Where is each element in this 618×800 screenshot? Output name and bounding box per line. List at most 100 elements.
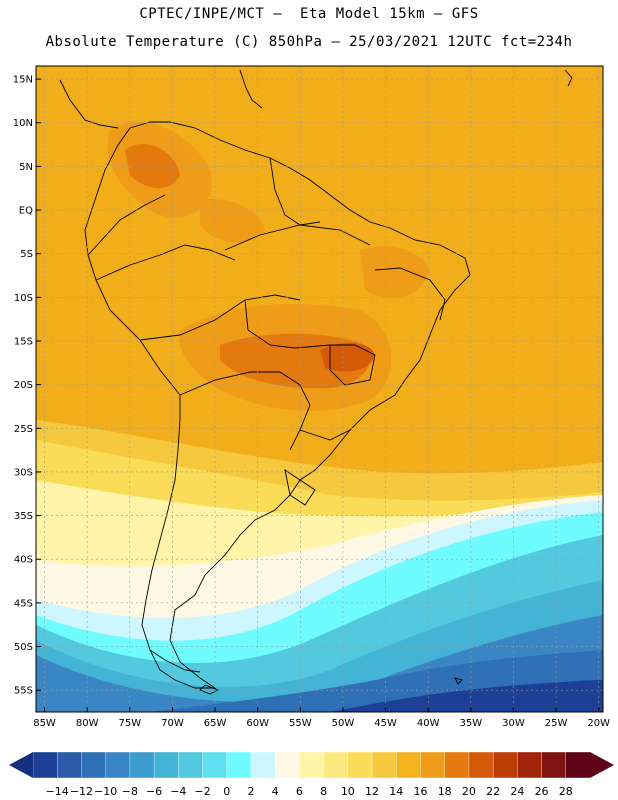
central-america-coast bbox=[59, 79, 119, 129]
colorbar-swatch bbox=[81, 751, 107, 779]
state-border-n bbox=[224, 224, 371, 251]
colorbar-label: 14 bbox=[389, 785, 403, 798]
colorbar-label: 18 bbox=[438, 785, 452, 798]
lat-tick-label: 15S bbox=[14, 336, 33, 347]
lon-tick-label: 20W bbox=[587, 718, 610, 729]
latitude-labels: 15N 10N 5N EQ 5S 10S 15S 20S 25S 30S 35S 40S 45S 50S 5… bbox=[13, 75, 41, 697]
colorbar-label: −12 bbox=[70, 785, 93, 798]
lon-tick-label: 55W bbox=[289, 718, 312, 729]
continent-outline bbox=[84, 121, 471, 689]
lat-tick-label: 45S bbox=[14, 598, 33, 609]
border-4 bbox=[87, 194, 166, 256]
tierra-del-fuego bbox=[199, 684, 220, 695]
colorbar-label: 22 bbox=[486, 785, 500, 798]
lat-tick-label: 30S bbox=[14, 467, 33, 478]
colorbar-swatch bbox=[129, 751, 155, 779]
colorbar: −14 −12 −10 −8 −6 −4 −2 0 2 4 6 8 10 12 14 16 18 20 22 24 26… bbox=[9, 751, 614, 798]
colorbar-swatch bbox=[226, 751, 252, 779]
colorbar-swatch bbox=[420, 751, 446, 779]
temperature-field bbox=[36, 66, 603, 712]
lat-tick-label: EQ bbox=[19, 206, 33, 217]
colorbar-swatch bbox=[299, 751, 325, 779]
colorbar-swatch bbox=[250, 751, 276, 779]
map-frame bbox=[35, 65, 604, 713]
longitude-labels: 85W 80W 75W 70W 65W 60W 55W 50W 45W 40W 35W 30W 25W 2… bbox=[33, 707, 610, 729]
lon-tick-label: 70W bbox=[161, 718, 184, 729]
colorbar-label: 12 bbox=[365, 785, 379, 798]
colorbar-label: −6 bbox=[146, 785, 162, 798]
colorbar-label: 24 bbox=[510, 785, 524, 798]
colorbar-swatch bbox=[517, 751, 543, 779]
lat-tick-label: 35S bbox=[14, 511, 33, 522]
border-south bbox=[149, 649, 201, 673]
colorbar-swatch bbox=[274, 751, 301, 779]
border-7 bbox=[299, 429, 351, 441]
lagoon bbox=[284, 469, 316, 506]
colorbar-swatch bbox=[468, 751, 494, 779]
lon-tick-label: 50W bbox=[332, 718, 355, 729]
colorbar-label: −14 bbox=[46, 785, 69, 798]
lat-tick-label: 10N bbox=[13, 118, 33, 129]
small-island-ne bbox=[564, 69, 573, 87]
lat-tick-label: 5N bbox=[19, 162, 33, 173]
lat-tick-label: 50S bbox=[14, 642, 33, 653]
lat-tick-label: 40S bbox=[14, 555, 33, 566]
band-neg12 bbox=[330, 680, 603, 712]
lat-tick-label: 5S bbox=[20, 249, 33, 260]
colorbar-label: 16 bbox=[413, 785, 427, 798]
colorbar-label: 6 bbox=[296, 785, 303, 798]
colorbar-swatch bbox=[202, 751, 228, 779]
lat-tick-label: 55S bbox=[14, 686, 33, 697]
colorbar-swatch bbox=[541, 751, 567, 779]
warm-core-northeast bbox=[360, 246, 430, 299]
chart-title-line1: CPTEC/INPE/MCT — Eta Model 15km — GFS bbox=[139, 6, 479, 22]
colorbar-label: 8 bbox=[320, 785, 327, 798]
border-5 bbox=[269, 157, 321, 226]
colorbar-label: 2 bbox=[247, 785, 254, 798]
colorbar-label: −10 bbox=[94, 785, 117, 798]
state-border-ne bbox=[374, 267, 446, 321]
colorbar-label: 20 bbox=[462, 785, 476, 798]
caribbean-coast-1 bbox=[239, 69, 263, 109]
lon-tick-label: 40W bbox=[417, 718, 440, 729]
colorbar-swatch bbox=[32, 751, 58, 779]
colorbar-swatch bbox=[57, 751, 83, 779]
colorbar-swatch bbox=[492, 751, 519, 779]
colorbar-swatch bbox=[323, 751, 349, 779]
colorbar-label: 0 bbox=[223, 785, 230, 798]
lon-tick-label: 45W bbox=[374, 718, 397, 729]
lat-tick-label: 10S bbox=[14, 293, 33, 304]
border-2 bbox=[139, 294, 301, 341]
colorbar-swatch bbox=[565, 751, 591, 779]
island-atlantic bbox=[454, 677, 463, 685]
colorbar-left-arrow bbox=[9, 752, 33, 778]
lon-tick-label: 25W bbox=[545, 718, 568, 729]
lon-tick-label: 30W bbox=[502, 718, 525, 729]
border-6 bbox=[244, 299, 331, 349]
colorbar-label: 10 bbox=[341, 785, 355, 798]
lon-tick-label: 60W bbox=[246, 718, 269, 729]
colorbar-swatch bbox=[396, 751, 422, 779]
colorbar-swatch bbox=[347, 751, 373, 779]
colorbar-swatch bbox=[178, 751, 204, 779]
lat-tick-label: 25S bbox=[14, 424, 33, 435]
colorbar-right-arrow bbox=[590, 752, 614, 778]
hottest-core bbox=[320, 343, 375, 372]
lon-tick-label: 35W bbox=[460, 718, 483, 729]
lon-tick-label: 85W bbox=[33, 718, 56, 729]
colorbar-swatch bbox=[444, 751, 470, 779]
state-border-center bbox=[329, 344, 376, 386]
colorbar-label: −2 bbox=[194, 785, 210, 798]
chart-title-line2: Absolute Temperature (C) 850hPa — 25/03/… bbox=[45, 34, 573, 50]
colorbar-label: 28 bbox=[559, 785, 573, 798]
colorbar-label: −4 bbox=[170, 785, 186, 798]
lon-tick-label: 75W bbox=[118, 718, 141, 729]
colorbar-label: 26 bbox=[535, 785, 549, 798]
border-1 bbox=[179, 371, 311, 451]
colorbar-swatch bbox=[153, 751, 180, 779]
colorbar-swatch bbox=[105, 751, 131, 779]
colorbar-label: −8 bbox=[122, 785, 138, 798]
lon-tick-label: 65W bbox=[204, 718, 227, 729]
coastlines-and-borders bbox=[59, 69, 573, 695]
